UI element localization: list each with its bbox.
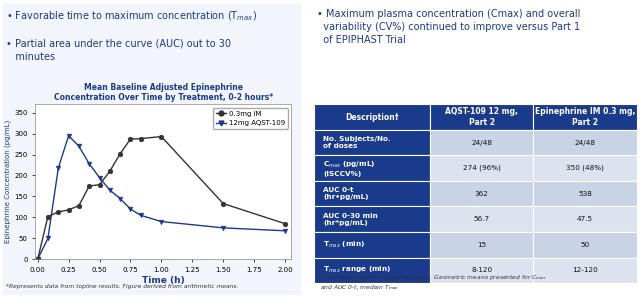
Y-axis label: Epinephrine Concentration (pg/mL): Epinephrine Concentration (pg/mL): [4, 120, 12, 243]
Text: 24/48: 24/48: [575, 140, 596, 146]
Legend: 0.3mg IM, 12mg AQST-109: 0.3mg IM, 12mg AQST-109: [212, 108, 288, 129]
Bar: [533, 257, 637, 283]
Text: 15: 15: [477, 242, 486, 248]
Bar: [430, 181, 533, 207]
Bar: [314, 104, 430, 130]
Text: 50: 50: [580, 242, 589, 248]
Text: No. Subjects/No.
of doses: No. Subjects/No. of doses: [323, 136, 391, 149]
Text: 8-120: 8-120: [471, 267, 492, 273]
Text: AUC 0-30 min
(hr*pg/mL): AUC 0-30 min (hr*pg/mL): [323, 213, 378, 226]
Text: 12-120: 12-120: [572, 267, 598, 273]
Text: AUC 0-t
(hr•pg/mL): AUC 0-t (hr•pg/mL): [323, 187, 369, 200]
Title: Mean Baseline Adjusted Epinephrine
Concentration Over Time by Treatment, 0-2 hou: Mean Baseline Adjusted Epinephrine Conce…: [54, 83, 273, 102]
X-axis label: Time (h): Time (h): [142, 276, 184, 285]
Bar: [430, 155, 533, 181]
Text: 56.7: 56.7: [474, 216, 490, 222]
Text: T$_{max}$ range (min): T$_{max}$ range (min): [323, 265, 392, 275]
Text: • Favorable time to maximum concentration (T$_{max}$): • Favorable time to maximum concentratio…: [6, 9, 257, 23]
Text: 47.5: 47.5: [577, 216, 593, 222]
Bar: [533, 104, 637, 130]
Bar: [314, 181, 430, 207]
Bar: [430, 257, 533, 283]
Bar: [430, 104, 533, 130]
Bar: [533, 181, 637, 207]
Text: AQST-109 12 mg,
Part 2: AQST-109 12 mg, Part 2: [445, 107, 518, 127]
Bar: [430, 232, 533, 257]
Bar: [314, 257, 430, 283]
Text: 350 (48%): 350 (48%): [566, 165, 604, 171]
Text: • Partial area under the curve (AUC) out to 30
   minutes: • Partial area under the curve (AUC) out…: [6, 39, 232, 62]
Bar: [314, 130, 430, 155]
Bar: [533, 130, 637, 155]
Bar: [533, 232, 637, 257]
Text: Epinephrine IM 0.3 mg,
Part 2: Epinephrine IM 0.3 mg, Part 2: [535, 107, 636, 127]
Text: *Represents data from topline results. Figure derived from arithmetic means.: *Represents data from topline results. F…: [6, 284, 239, 289]
Bar: [430, 130, 533, 155]
Bar: [314, 232, 430, 257]
Bar: [533, 207, 637, 232]
Bar: [430, 207, 533, 232]
Text: • Maximum plasma concentration (Cmax) and overall
  variability (CV%) continued : • Maximum plasma concentration (Cmax) an…: [317, 9, 580, 45]
Text: †Represent data from topline results. Geometric means presented for C$_{max}$
an: †Represent data from topline results. Ge…: [320, 273, 547, 292]
Text: C$_{max}$ (pg/mL)
(ISCCV%): C$_{max}$ (pg/mL) (ISCCV%): [323, 159, 376, 177]
Bar: [533, 155, 637, 181]
Bar: [314, 207, 430, 232]
Text: Description†: Description†: [345, 113, 399, 122]
Text: 24/48: 24/48: [471, 140, 492, 146]
Text: 538: 538: [578, 191, 592, 197]
Text: 274 (96%): 274 (96%): [463, 165, 500, 171]
Text: T$_{max}$ (min): T$_{max}$ (min): [323, 240, 365, 250]
Text: 362: 362: [475, 191, 488, 197]
Bar: [314, 155, 430, 181]
